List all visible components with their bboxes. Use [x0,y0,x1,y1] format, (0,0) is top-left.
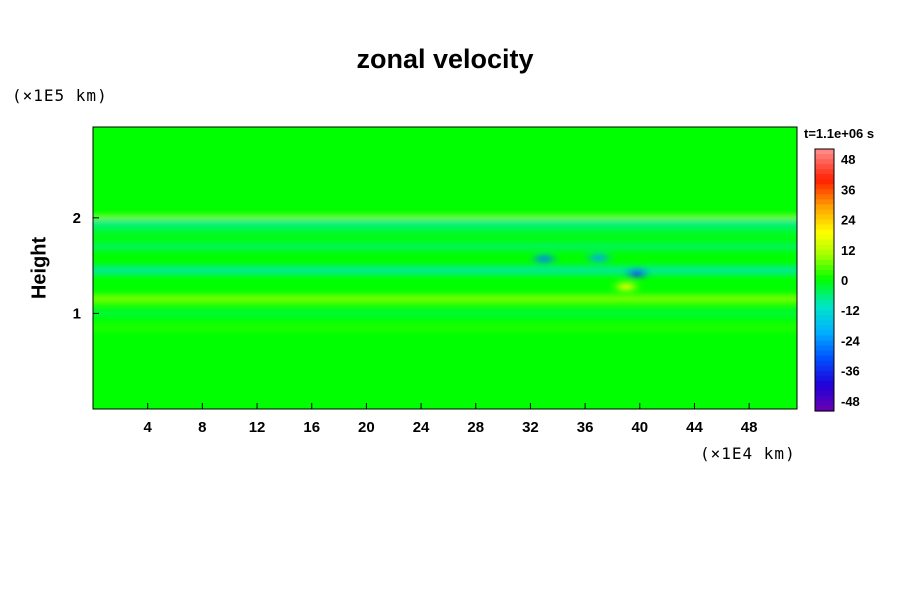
y-axis: 12 [73,210,99,322]
x-tick-label: 24 [413,419,430,436]
x-tick-label: 20 [358,419,375,436]
colorbar-segment [815,405,834,412]
colorbar-segment [815,154,834,160]
velocity-band [93,308,797,318]
colorbar-segment [815,280,834,286]
y-tick-label: 2 [73,210,81,227]
velocity-band [93,265,797,275]
colorbar-segment [815,214,834,221]
velocity-band [93,323,797,333]
colorbar-tick-label: 24 [841,213,856,228]
colorbar-segment [815,224,834,231]
colorbar-segment [815,345,834,352]
colorbar-segment [815,305,834,311]
colorbar-segment [815,184,834,190]
colorbar-segment [815,269,834,276]
x-tick-label: 4 [144,419,153,436]
colorbar-segment [815,259,834,266]
colorbar-tick-label: -48 [841,394,860,409]
colorbar-tick-label: -24 [841,333,861,348]
colorbar-segment [815,295,834,301]
colorbar-tick-label: -36 [841,364,860,379]
x-tick-label: 28 [467,419,484,436]
colorbar-segment [815,350,834,357]
colorbar-segment [815,254,834,261]
colorbar-segment [815,360,834,367]
x-axis: 4 8 12 16 20 24 28 32 36 40 44 48 [144,403,758,436]
colorbar-tick-label: 36 [841,182,855,197]
plot-frame [92,126,798,410]
colorbar-tick-label: 0 [841,273,848,288]
colorbar-segment [815,229,834,236]
colorbar-segment [815,365,834,372]
colorbar-segment [815,285,834,291]
x-tick-label: 44 [686,419,703,436]
colorbar-segment [815,204,834,211]
colorbar-segment [815,239,834,246]
colorbar-segment [815,370,834,377]
colorbar-segment [815,164,834,170]
colorbar-tick-label: 48 [841,152,855,167]
colorbar-segment [815,300,834,306]
colorbar-segment [815,179,834,185]
colorbar-segment [815,340,834,347]
plot-area [92,126,798,410]
colorbar-segment [815,320,834,326]
colorbar-segment [815,380,834,387]
velocity-band [93,241,797,251]
x-tick-label: 40 [631,419,648,436]
velocity-feature [617,282,636,291]
velocity-band [93,227,797,237]
colorbar-title: t=1.1e+06 s [804,126,875,141]
colorbar-segment [815,335,834,342]
colorbar-segment [815,355,834,362]
chart-title: zonal velocity [356,44,534,74]
colorbar-segment [815,330,834,337]
x-tick-label: 8 [198,419,206,436]
velocity-band [93,218,797,228]
colorbar-tick-label: -12 [841,303,860,318]
colorbar-segment [815,149,834,155]
colorbar-segment [815,189,834,195]
colorbar-segment [815,249,834,256]
colorbar-segment [815,400,834,407]
colorbar-segment [815,395,834,402]
x-tick-label: 32 [522,419,539,436]
y-unit-label: (×1E5 km) [12,86,108,105]
x-tick-label: 36 [577,419,594,436]
colorbar-segment [815,234,834,241]
colorbar-segment [815,274,834,281]
velocity-band [93,294,797,304]
colorbar-segment [815,159,834,165]
colorbar-segment [815,310,834,316]
x-unit-label: (×1E4 km) [700,444,796,463]
colorbar-tick-label: 12 [841,243,855,258]
velocity-feature [535,254,554,263]
velocity-feature [589,253,608,262]
x-tick-label: 12 [249,419,266,436]
colorbar-segment [815,194,834,200]
colorbar-segment [815,290,834,296]
colorbar-segment [815,315,834,321]
colorbar-frame [814,148,835,412]
colorbar-segment [815,244,834,251]
y-tick-label: 1 [73,305,81,322]
y-axis-label: Height [28,236,51,300]
colorbar-segment [815,390,834,397]
colorbar-segment [815,174,834,180]
x-tick-label: 16 [303,419,320,436]
velocity-field [93,215,797,333]
colorbar-segment [815,375,834,382]
colorbar: 48 36 24 12 0 -12 -24 -36 -48 [814,148,861,412]
colorbar-segment [815,169,834,175]
colorbar-segment [815,199,834,206]
colorbar-segment [815,264,834,271]
x-tick-label: 48 [741,419,758,436]
colorbar-segment [815,209,834,216]
colorbar-segment [815,219,834,226]
velocity-feature [628,269,647,278]
colorbar-segment [815,385,834,392]
colorbar-segment [815,325,834,331]
